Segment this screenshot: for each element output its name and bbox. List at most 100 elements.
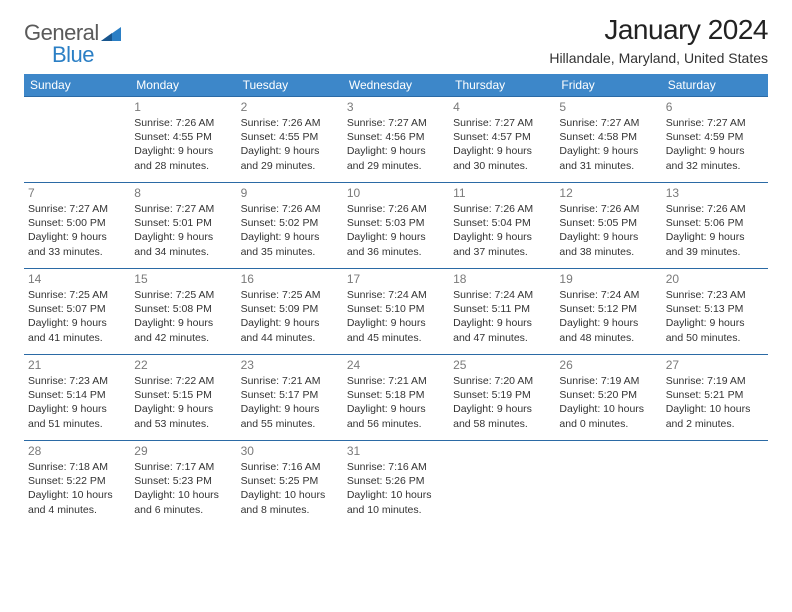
calendar-day-cell: 28Sunrise: 7:18 AMSunset: 5:22 PMDayligh…	[24, 441, 130, 527]
calendar-table: SundayMondayTuesdayWednesdayThursdayFrid…	[24, 74, 768, 527]
day-info: Sunrise: 7:25 AMSunset: 5:07 PMDaylight:…	[28, 288, 126, 345]
day-number: 15	[134, 272, 232, 286]
day-number: 25	[453, 358, 551, 372]
header: GeneralBlue January 2024 Hillandale, Mar…	[24, 14, 768, 68]
day-info: Sunrise: 7:19 AMSunset: 5:21 PMDaylight:…	[666, 374, 764, 431]
day-header: Monday	[130, 74, 236, 97]
day-number: 9	[241, 186, 339, 200]
day-number: 13	[666, 186, 764, 200]
day-number: 6	[666, 100, 764, 114]
day-number: 1	[134, 100, 232, 114]
day-number: 16	[241, 272, 339, 286]
day-number: 21	[28, 358, 126, 372]
calendar-day-cell: 26 Sunrise: 7:19 AMSunset: 5:20 PMDayligh…	[555, 355, 661, 441]
calendar-day-cell: 13 Sunrise: 7:26 AMSunset: 5:06 PMDayligh…	[662, 183, 768, 269]
day-number: 30	[241, 444, 339, 458]
calendar-day-cell: 5 Sunrise: 7:27 AMSunset: 4:58 PMDaylight…	[555, 97, 661, 183]
day-info: Sunrise: 7:25 AMSunset: 5:09 PMDaylight:…	[241, 288, 339, 345]
day-number: 19	[559, 272, 657, 286]
day-number: 26	[559, 358, 657, 372]
day-info: Sunrise: 7:27 AMSunset: 4:58 PMDaylight:…	[559, 116, 657, 173]
calendar-day-cell: 27 Sunrise: 7:19 AMSunset: 5:21 PMDayligh…	[662, 355, 768, 441]
month-title: January 2024	[549, 14, 768, 46]
calendar-day-cell: 14 Sunrise: 7:25 AMSunset: 5:07 PMDayligh…	[24, 269, 130, 355]
day-number: 7	[28, 186, 126, 200]
calendar-day-cell: 4 Sunrise: 7:27 AMSunset: 4:57 PMDaylight…	[449, 97, 555, 183]
calendar-day-cell: 10 Sunrise: 7:26 AMSunset: 5:03 PMDayligh…	[343, 183, 449, 269]
day-info: Sunrise: 7:26 AMSunset: 5:03 PMDaylight:…	[347, 202, 445, 259]
day-number: 23	[241, 358, 339, 372]
calendar-body: 1 Sunrise: 7:26 AMSunset: 4:55 PMDaylight…	[24, 97, 768, 527]
calendar-day-cell: 17 Sunrise: 7:24 AMSunset: 5:10 PMDayligh…	[343, 269, 449, 355]
calendar-day-cell	[555, 441, 661, 527]
day-number: 28	[28, 444, 126, 458]
calendar-day-cell	[662, 441, 768, 527]
logo-triangle-icon	[101, 27, 121, 46]
day-header: Saturday	[662, 74, 768, 97]
calendar-day-cell: 9 Sunrise: 7:26 AMSunset: 5:02 PMDaylight…	[237, 183, 343, 269]
calendar-week-row: 21Sunrise: 7:23 AMSunset: 5:14 PMDayligh…	[24, 355, 768, 441]
day-info: Sunrise: 7:26 AMSunset: 5:05 PMDaylight:…	[559, 202, 657, 259]
day-number: 29	[134, 444, 232, 458]
day-header: Thursday	[449, 74, 555, 97]
day-number: 3	[347, 100, 445, 114]
day-number: 11	[453, 186, 551, 200]
day-info: Sunrise: 7:26 AMSunset: 4:55 PMDaylight:…	[241, 116, 339, 173]
day-info: Sunrise: 7:20 AMSunset: 5:19 PMDaylight:…	[453, 374, 551, 431]
day-info: Sunrise: 7:19 AMSunset: 5:20 PMDaylight:…	[559, 374, 657, 431]
calendar-day-cell: 24Sunrise: 7:21 AMSunset: 5:18 PMDayligh…	[343, 355, 449, 441]
day-info: Sunrise: 7:25 AMSunset: 5:08 PMDaylight:…	[134, 288, 232, 345]
day-number: 27	[666, 358, 764, 372]
day-number: 8	[134, 186, 232, 200]
calendar-day-cell: 15 Sunrise: 7:25 AMSunset: 5:08 PMDayligh…	[130, 269, 236, 355]
day-info: Sunrise: 7:21 AMSunset: 5:17 PMDaylight:…	[241, 374, 339, 431]
calendar-day-cell: 11Sunrise: 7:26 AMSunset: 5:04 PMDayligh…	[449, 183, 555, 269]
day-number: 2	[241, 100, 339, 114]
calendar-week-row: 28Sunrise: 7:18 AMSunset: 5:22 PMDayligh…	[24, 441, 768, 527]
day-info: Sunrise: 7:27 AMSunset: 4:56 PMDaylight:…	[347, 116, 445, 173]
logo-inner: GeneralBlue	[24, 20, 121, 68]
day-number: 10	[347, 186, 445, 200]
day-info: Sunrise: 7:16 AMSunset: 5:26 PMDaylight:…	[347, 460, 445, 517]
calendar-day-cell: 25 Sunrise: 7:20 AMSunset: 5:19 PMDayligh…	[449, 355, 555, 441]
day-info: Sunrise: 7:26 AMSunset: 5:02 PMDaylight:…	[241, 202, 339, 259]
day-info: Sunrise: 7:16 AMSunset: 5:25 PMDaylight:…	[241, 460, 339, 517]
day-info: Sunrise: 7:26 AMSunset: 5:06 PMDaylight:…	[666, 202, 764, 259]
calendar-day-cell: 7 Sunrise: 7:27 AMSunset: 5:00 PMDaylight…	[24, 183, 130, 269]
day-info: Sunrise: 7:22 AMSunset: 5:15 PMDaylight:…	[134, 374, 232, 431]
day-number: 14	[28, 272, 126, 286]
calendar-day-cell: 1 Sunrise: 7:26 AMSunset: 4:55 PMDaylight…	[130, 97, 236, 183]
day-number: 17	[347, 272, 445, 286]
day-header: Tuesday	[237, 74, 343, 97]
day-header: Wednesday	[343, 74, 449, 97]
calendar-day-cell	[449, 441, 555, 527]
calendar-day-cell: 29 Sunrise: 7:17 AMSunset: 5:23 PMDayligh…	[130, 441, 236, 527]
calendar-day-cell: 18Sunrise: 7:24 AMSunset: 5:11 PMDayligh…	[449, 269, 555, 355]
day-info: Sunrise: 7:24 AMSunset: 5:10 PMDaylight:…	[347, 288, 445, 345]
day-number: 22	[134, 358, 232, 372]
day-info: Sunrise: 7:27 AMSunset: 4:57 PMDaylight:…	[453, 116, 551, 173]
day-info: Sunrise: 7:24 AMSunset: 5:11 PMDaylight:…	[453, 288, 551, 345]
calendar-day-cell: 8Sunrise: 7:27 AMSunset: 5:01 PMDaylight…	[130, 183, 236, 269]
day-number: 31	[347, 444, 445, 458]
day-number: 5	[559, 100, 657, 114]
calendar-day-cell: 19Sunrise: 7:24 AMSunset: 5:12 PMDayligh…	[555, 269, 661, 355]
day-info: Sunrise: 7:27 AMSunset: 5:00 PMDaylight:…	[28, 202, 126, 259]
day-info: Sunrise: 7:17 AMSunset: 5:23 PMDaylight:…	[134, 460, 232, 517]
calendar-header-row: SundayMondayTuesdayWednesdayThursdayFrid…	[24, 74, 768, 97]
day-info: Sunrise: 7:26 AMSunset: 4:55 PMDaylight:…	[134, 116, 232, 173]
day-info: Sunrise: 7:27 AMSunset: 4:59 PMDaylight:…	[666, 116, 764, 173]
logo: GeneralBlue	[24, 20, 121, 68]
day-header: Friday	[555, 74, 661, 97]
day-info: Sunrise: 7:21 AMSunset: 5:18 PMDaylight:…	[347, 374, 445, 431]
calendar-day-cell: 20Sunrise: 7:23 AMSunset: 5:13 PMDayligh…	[662, 269, 768, 355]
day-number: 12	[559, 186, 657, 200]
calendar-day-cell: 6 Sunrise: 7:27 AMSunset: 4:59 PMDaylight…	[662, 97, 768, 183]
day-number: 4	[453, 100, 551, 114]
calendar-day-cell: 21Sunrise: 7:23 AMSunset: 5:14 PMDayligh…	[24, 355, 130, 441]
calendar-day-cell: 2 Sunrise: 7:26 AMSunset: 4:55 PMDaylight…	[237, 97, 343, 183]
calendar-day-cell: 31 Sunrise: 7:16 AMSunset: 5:26 PMDayligh…	[343, 441, 449, 527]
calendar-week-row: 7 Sunrise: 7:27 AMSunset: 5:00 PMDaylight…	[24, 183, 768, 269]
calendar-week-row: 14 Sunrise: 7:25 AMSunset: 5:07 PMDayligh…	[24, 269, 768, 355]
location: Hillandale, Maryland, United States	[549, 50, 768, 66]
